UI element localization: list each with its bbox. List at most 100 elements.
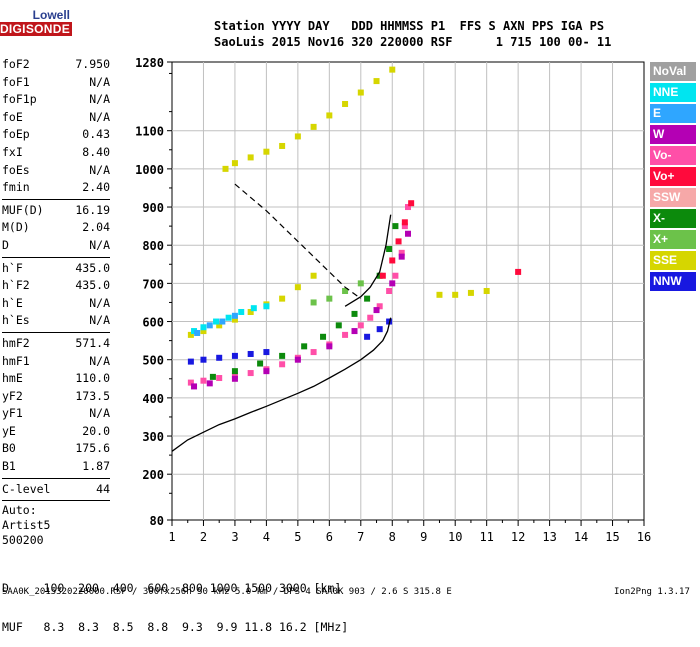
param-value: 435.0 — [75, 260, 110, 275]
legend-item: NNW — [650, 272, 696, 291]
logo-digisonde-text: DIGISONDE — [0, 22, 72, 36]
echo-point — [250, 305, 257, 312]
param-label: foF2 — [2, 57, 30, 71]
param-row: h`F 435.0 — [2, 260, 110, 278]
param-label: hmF2 — [2, 335, 30, 350]
y-tick-label: 800 — [142, 239, 164, 253]
param-row: h`E N/A — [2, 295, 110, 313]
param-row: yF2 173.5 — [2, 388, 110, 406]
echo-point — [191, 383, 198, 390]
echo-point — [364, 295, 371, 302]
param-value: 1.87 — [82, 459, 110, 474]
echo-point — [231, 352, 238, 359]
echo-point — [231, 316, 238, 323]
param-value: 571.4 — [75, 335, 110, 350]
ionogram-chart: 1 2 3 4 5 6 7 8 9 10 11 12 13 14 15 1680200300400500600… — [135, 56, 651, 544]
echo-point — [263, 368, 270, 375]
version-label: Ion2Png 1.3.17 — [614, 587, 690, 597]
param-label: h`F2 — [2, 278, 30, 293]
echo-point — [326, 112, 333, 119]
y-tick-label: 1000 — [135, 163, 164, 177]
legend-item: X+ — [650, 230, 696, 249]
echo-point — [376, 272, 383, 279]
echo-point — [216, 375, 223, 382]
echo-point — [392, 272, 399, 279]
echo-point — [222, 165, 229, 172]
param-label: foF1 — [2, 74, 30, 89]
param-value: 175.6 — [75, 441, 110, 456]
autoscale-line: 500200 — [2, 533, 44, 548]
echo-point — [483, 288, 490, 294]
echo-point — [310, 349, 317, 356]
param-row: foEp 0.43 — [2, 126, 110, 144]
param-value: N/A — [89, 313, 110, 328]
legend: NoVal NNE E W Vo- Vo+ SSW X- X+ SSE NNW — [650, 62, 696, 293]
echo-point — [279, 361, 286, 368]
header-line-2: SaoLuis 2015 Nov16 320 220000 RSF 1 715 … — [214, 35, 612, 49]
param-row: hmF1 N/A — [2, 353, 110, 371]
param-row: C-level 44 — [2, 481, 110, 499]
y-tick-label: 900 — [142, 201, 164, 215]
echo-point — [294, 284, 301, 291]
echo-point — [357, 280, 364, 287]
y-tick-label: 80 — [150, 514, 164, 528]
param-row: hmF2 571.4 — [2, 335, 110, 353]
x-tick-label: 3 — [231, 530, 238, 544]
param-label: fxI — [2, 144, 23, 159]
param-separator — [2, 256, 110, 258]
param-label: B0 — [2, 441, 16, 456]
param-row: foF1 N/A — [2, 74, 110, 92]
echo-point — [200, 324, 207, 331]
param-row: fmin 2.40 — [2, 179, 110, 197]
param-row: B0 175.6 — [2, 440, 110, 458]
digisonde-logo: Lowell DIGISONDE — [0, 8, 74, 42]
legend-item: Vo+ — [650, 167, 696, 186]
echo-point — [386, 246, 393, 253]
header-line-1: Station YYYY DAY DDD HHMMSS P1 FFS S AXN… — [214, 19, 605, 33]
echo-point — [187, 331, 194, 338]
param-label: foE — [2, 109, 23, 124]
echo-point — [389, 280, 396, 287]
echo-point — [257, 360, 264, 367]
x-tick-label: 2 — [200, 530, 207, 544]
param-row: MUF(D) 16.19 — [2, 202, 110, 220]
param-value: 16.19 — [75, 202, 110, 217]
echo-point — [401, 219, 408, 226]
echo-point — [263, 303, 270, 310]
echo-point — [436, 291, 443, 298]
param-value: N/A — [89, 406, 110, 421]
param-row: yF1 N/A — [2, 405, 110, 423]
echo-point — [187, 358, 194, 365]
param-label: D — [2, 237, 9, 252]
param-label: yF2 — [2, 388, 23, 403]
param-value: 7.950 — [75, 57, 110, 71]
echo-point — [310, 272, 317, 279]
param-label: yF1 — [2, 406, 23, 421]
param-value: N/A — [89, 74, 110, 89]
param-value: N/A — [89, 162, 110, 177]
echo-point — [216, 354, 223, 361]
echo-point — [335, 322, 342, 329]
param-label: h`Es — [2, 313, 30, 328]
param-value: 44 — [96, 481, 110, 496]
y-tick-label: 700 — [142, 277, 164, 291]
echo-point — [194, 329, 201, 336]
x-tick-label: 10 — [448, 530, 462, 544]
echo-point — [386, 288, 393, 294]
param-row: fxI 8.40 — [2, 144, 110, 162]
param-value: 435.0 — [75, 278, 110, 293]
param-separator — [2, 331, 110, 333]
param-label: h`E — [2, 295, 23, 310]
axis-ticks: 1 2 3 4 5 6 7 8 9 10 11 12 13 14 15 1680200300400500600… — [135, 56, 651, 544]
param-label: foEp — [2, 127, 30, 142]
echo-point — [389, 66, 396, 73]
echo-point — [310, 299, 317, 306]
echo-point — [279, 352, 286, 359]
x-tick-label: 5 — [294, 530, 301, 544]
echo-point — [373, 307, 380, 314]
echo-point — [351, 328, 358, 335]
x-tick-label: 15 — [605, 530, 619, 544]
echo-point — [225, 314, 232, 321]
echo-point — [310, 123, 317, 130]
param-label: hmF1 — [2, 353, 30, 368]
